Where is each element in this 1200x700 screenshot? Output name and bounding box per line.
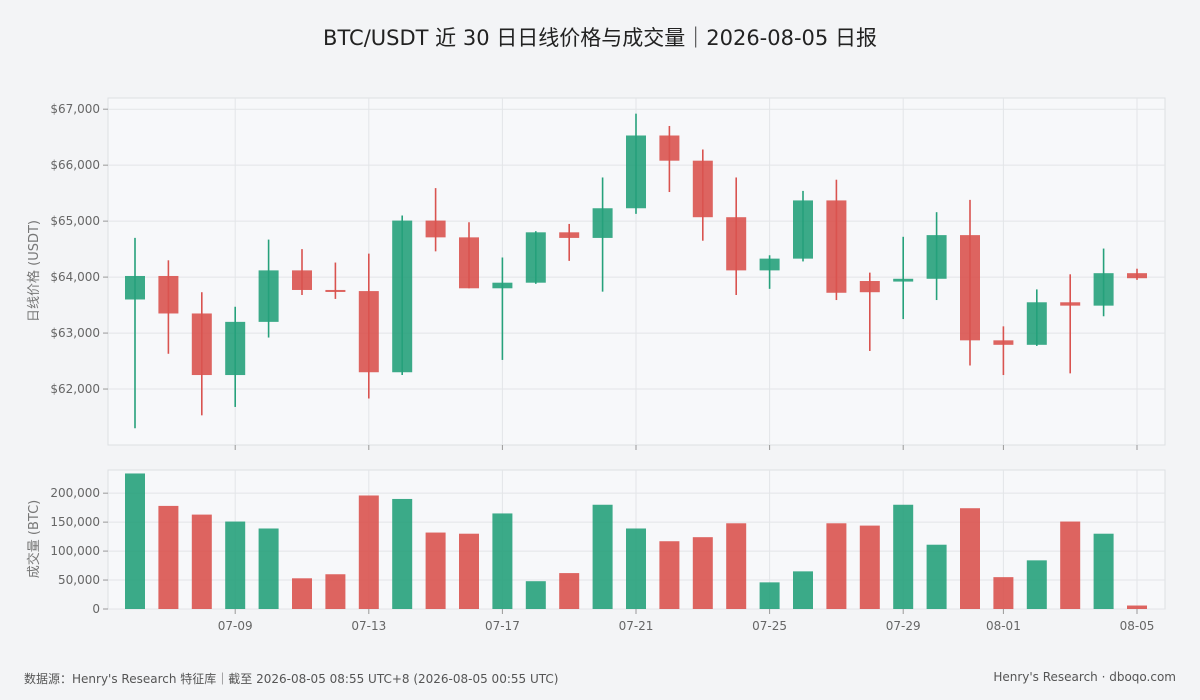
candle-body (993, 340, 1014, 345)
candle-body (759, 258, 780, 271)
candle-body (726, 217, 747, 271)
volume-bar (1127, 605, 1147, 609)
xtick-label: 07-09 (218, 619, 253, 633)
xtick-label: 07-25 (752, 619, 787, 633)
volume-ytick-label: 100,000 (50, 544, 100, 558)
volume-bar (258, 528, 279, 609)
candle-body (525, 232, 546, 283)
volume-bar (960, 508, 980, 609)
volume-bar (793, 571, 813, 609)
volume-ytick-label: 200,000 (50, 486, 100, 500)
candle-body (592, 208, 613, 238)
volume-bar (191, 514, 212, 609)
volume-ytick-label: 0 (92, 602, 100, 616)
price-ytick-label: $67,000 (50, 102, 100, 116)
volume-bar (1093, 533, 1114, 609)
candle-body (325, 289, 346, 292)
volume-bar (158, 505, 179, 609)
volume-bar (325, 574, 346, 609)
footer-source: 数据源：Henry's Research 特征库｜截至 2026-08-05 0… (24, 672, 559, 686)
price-ytick-label: $66,000 (50, 158, 100, 172)
volume-bar (692, 537, 713, 609)
candle-body (1127, 273, 1147, 279)
chart-title: BTC/USDT 近 30 日日线价格与成交量｜2026-08-05 日报 (323, 26, 877, 50)
price-ytick-label: $62,000 (50, 382, 100, 396)
xtick-label: 08-01 (986, 619, 1021, 633)
price-ytick-label: $65,000 (50, 214, 100, 228)
candle-body (358, 291, 379, 373)
candle-body (292, 270, 312, 290)
candle-body (859, 281, 880, 293)
candle-body (191, 313, 212, 376)
candle-body (1026, 302, 1047, 345)
volume-bar (626, 528, 646, 609)
volume-bar (125, 473, 145, 609)
volume-bar (993, 577, 1014, 609)
volume-bar (358, 495, 379, 609)
volume-bar (392, 498, 413, 609)
candle-body (492, 282, 513, 289)
volume-bar (559, 573, 580, 609)
candle-body (258, 270, 279, 322)
volume-bar (926, 544, 947, 609)
price-ytick-label: $63,000 (50, 326, 100, 340)
volume-bar (726, 523, 747, 609)
volume-bar (425, 532, 446, 609)
candle-body (692, 160, 713, 218)
candle-body (926, 235, 947, 279)
xtick-label: 07-29 (886, 619, 921, 633)
volume-bar (1060, 521, 1081, 609)
axis-ticks: $62,000 $63,000 $64,000 $65,000 $66,000 $67,0… (50, 102, 1154, 633)
candle-body (459, 237, 479, 289)
candle-body (1060, 302, 1081, 306)
candle-body (225, 321, 246, 376)
xtick-label: 07-17 (485, 619, 520, 633)
volume-bar (492, 513, 513, 609)
candle-body (626, 135, 646, 209)
candle-body (125, 275, 145, 300)
volume-ylabel: 成交量 (BTC) (26, 500, 42, 578)
candle-body (893, 278, 914, 282)
candle-body (793, 200, 813, 259)
volume-bar (1026, 560, 1047, 609)
volume-bar (659, 541, 680, 609)
volume-ytick-label: 150,000 (50, 515, 100, 529)
volume-bar (759, 582, 780, 609)
xtick-label: 07-13 (351, 619, 386, 633)
candle-body (1093, 273, 1114, 306)
candle-body (559, 232, 580, 238)
volume-bar (459, 533, 479, 609)
volume-bar (893, 504, 914, 609)
candle-body (659, 135, 680, 161)
xtick-label: 08-05 (1120, 619, 1155, 633)
volume-bar (592, 504, 613, 609)
price-ytick-label: $64,000 (50, 270, 100, 284)
volume-bar (292, 578, 312, 609)
xtick-label: 07-21 (619, 619, 654, 633)
footer-brand: Henry's Research · dboqo.com (993, 670, 1176, 684)
volume-bar (225, 521, 246, 609)
price-ylabel: 日线价格 (USDT) (26, 220, 42, 322)
volume-bar (859, 525, 880, 609)
candle-body (425, 220, 446, 238)
candle-body (960, 235, 980, 341)
candle-body (826, 200, 847, 293)
candle-body (392, 220, 413, 373)
candle-body (158, 275, 179, 314)
volume-bar (826, 523, 847, 609)
volume-bar (525, 581, 546, 609)
volume-bars (125, 473, 1147, 609)
candles (125, 113, 1147, 429)
volume-ytick-label: 50,000 (58, 573, 100, 587)
gridlines (108, 98, 1165, 610)
